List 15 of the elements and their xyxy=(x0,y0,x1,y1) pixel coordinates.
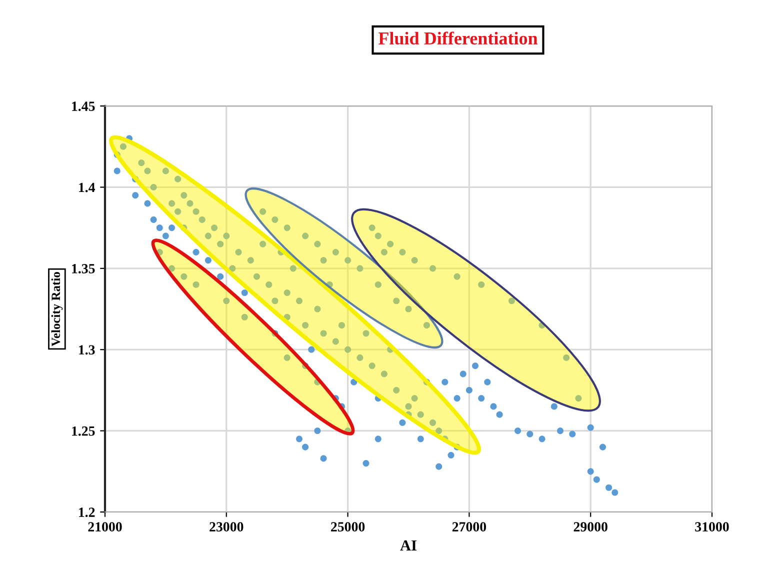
y-tick-label: 1.4 xyxy=(79,182,96,192)
x-tick-label: 29000 xyxy=(574,522,608,532)
y-tick-label: 1.25 xyxy=(72,426,95,436)
x-tick-label: 27000 xyxy=(452,522,486,532)
y-tick-label: 1.35 xyxy=(72,264,95,274)
y-tick-label: 1.45 xyxy=(72,102,95,112)
chart-title: Fluid Differentiation xyxy=(378,32,538,45)
y-tick-label: 1.3 xyxy=(79,345,95,355)
x-tick-label: 23000 xyxy=(210,522,244,532)
x-tick-label: 31000 xyxy=(695,522,729,532)
y-axis-title: Velocity Ratio xyxy=(51,272,63,346)
x-axis-title: AI xyxy=(400,540,416,550)
y-tick-label: 1.2 xyxy=(79,508,95,518)
x-tick-label: 21000 xyxy=(88,522,122,532)
x-tick-label: 25000 xyxy=(331,522,365,532)
